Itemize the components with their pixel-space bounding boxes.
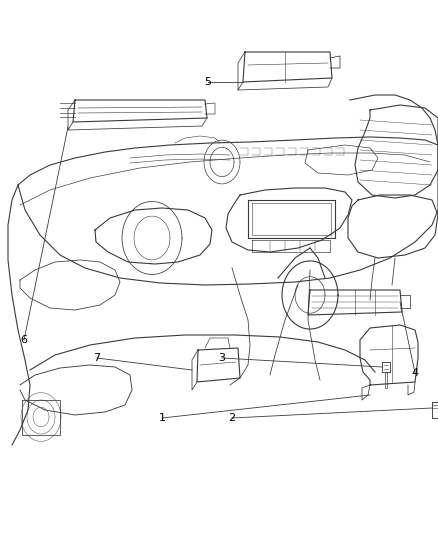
Text: 5: 5: [205, 77, 212, 87]
Text: 7: 7: [93, 353, 101, 363]
Text: 3: 3: [219, 353, 226, 363]
Text: 1: 1: [159, 413, 166, 423]
Text: 6: 6: [21, 335, 28, 345]
Text: 2: 2: [229, 413, 236, 423]
Text: 4: 4: [411, 368, 419, 378]
